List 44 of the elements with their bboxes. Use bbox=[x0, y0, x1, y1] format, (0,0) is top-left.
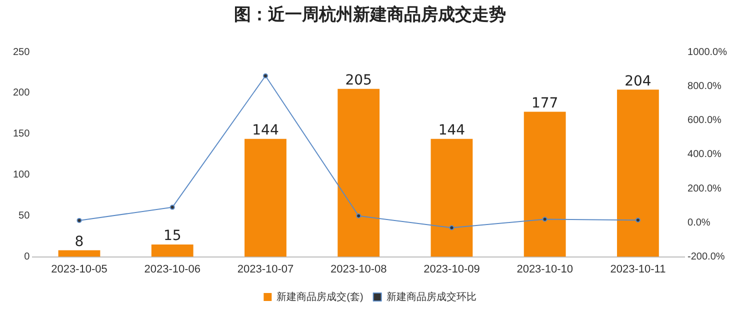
data-label: 144 bbox=[438, 122, 466, 138]
y2-tick-label: 200.0% bbox=[688, 183, 722, 194]
y2-tick-label: 800.0% bbox=[688, 80, 722, 92]
y-tick-label: 100 bbox=[12, 170, 30, 181]
x-tick-label: 2023-10-05 bbox=[51, 263, 108, 276]
bar bbox=[338, 88, 380, 257]
y-tick-label: 250 bbox=[12, 46, 30, 58]
x-tick-label: 2023-10-08 bbox=[330, 263, 387, 276]
data-label: 144 bbox=[252, 122, 279, 138]
data-label: 204 bbox=[624, 73, 652, 90]
data-label: 177 bbox=[531, 95, 558, 112]
legend-label: 新建商品房成交(套) bbox=[276, 290, 364, 303]
point bbox=[449, 225, 454, 230]
point bbox=[542, 216, 548, 222]
y2-tick-label: 0.0% bbox=[688, 217, 710, 228]
bar bbox=[244, 138, 286, 257]
data-label: 15 bbox=[163, 228, 182, 244]
legend-label: 新建商品房成交环比 bbox=[386, 290, 476, 303]
y-tick-label: 0 bbox=[24, 252, 30, 263]
point bbox=[356, 213, 362, 218]
y-tick-label: 200 bbox=[12, 88, 30, 99]
bar bbox=[58, 250, 100, 257]
bar bbox=[430, 138, 473, 257]
y2-tick-label: 400.0% bbox=[688, 149, 722, 160]
data-label: 205 bbox=[345, 72, 372, 89]
x-tick-label: 2023-10-07 bbox=[237, 263, 294, 276]
x-tick-label: 2023-10-10 bbox=[516, 263, 573, 276]
x-tick-label: 2023-10-06 bbox=[144, 263, 201, 276]
x-tick-label: 2023-10-09 bbox=[424, 263, 480, 276]
chart-title: 图：近一周杭州新建商品房成交走势 bbox=[233, 4, 507, 27]
y2-tick-label: 1000.0% bbox=[688, 46, 728, 58]
y2-tick-label: -200.0% bbox=[688, 252, 725, 263]
point bbox=[76, 218, 82, 223]
x-tick-label: 2023-10-11 bbox=[610, 263, 666, 276]
bar bbox=[151, 244, 194, 257]
point bbox=[170, 204, 175, 210]
y-tick-label: 50 bbox=[18, 210, 30, 222]
point bbox=[262, 73, 268, 78]
bar bbox=[617, 90, 659, 257]
y2-tick-label: 600.0% bbox=[688, 115, 722, 126]
point bbox=[635, 218, 640, 223]
data-label: 8 bbox=[74, 234, 84, 250]
y-tick-label: 150 bbox=[12, 128, 30, 140]
bar bbox=[524, 112, 566, 257]
